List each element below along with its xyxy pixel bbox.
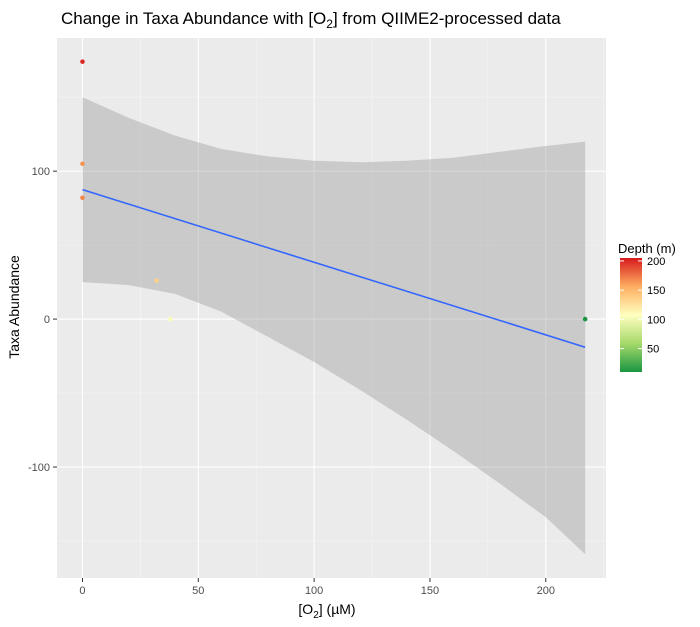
x-tick-label-0: 0 [79,585,85,597]
x-tick-label-200: 200 [537,585,555,597]
x-axis-title: [O2] (µM) [298,601,355,621]
chart-title-rest: ] from QIIME2-processed data [333,9,561,28]
legend-title: Depth (m) [618,241,676,256]
x-axis-title-rest: ] (µM) [319,601,356,617]
legend-label-150: 150 [647,285,665,297]
legend-colorbar [620,258,642,372]
x-axis-title-main: [O [298,601,313,617]
points-layer [80,59,588,322]
grid-lines [57,38,606,578]
data-point-4 [168,316,173,322]
x-tick-label-50: 50 [192,585,204,597]
legend-label-50: 50 [647,344,659,356]
y-tick-label-0: 0 [44,314,50,326]
fit-line-layer [82,188,586,348]
legend-ticks: 50 100 150 200 [620,256,665,356]
legend-label-100: 100 [647,314,665,326]
y-tick-label--100: -100 [28,462,50,474]
x-tick-label-150: 150 [421,585,439,597]
chart-title-sub: 2 [326,17,333,31]
data-point-1 [80,161,85,167]
confidence-band [82,97,586,555]
x-axis-ticks: 0 50 100 150 200 [79,578,555,597]
data-point-0 [80,59,85,64]
legend-label-200: 200 [647,256,665,268]
y-axis-title: Taxa Abundance [6,255,22,359]
data-point-5 [582,316,588,322]
confidence-band-layer [82,97,586,555]
chart-title-main: Change in Taxa Abundance with [O [61,9,326,28]
data-point-2 [80,195,85,201]
data-point-3 [154,278,159,283]
x-axis-title-sub: 2 [313,610,319,621]
plot-panel [57,38,606,578]
y-axis-ticks: -100 0 100 [28,166,57,474]
y-tick-label-100: 100 [32,166,50,178]
chart-title: Change in Taxa Abundance with [O2] from … [61,9,561,31]
fit-line [82,188,586,348]
x-tick-label-100: 100 [305,585,323,597]
legend: Depth (m) 50 100 150 200 [618,241,676,372]
